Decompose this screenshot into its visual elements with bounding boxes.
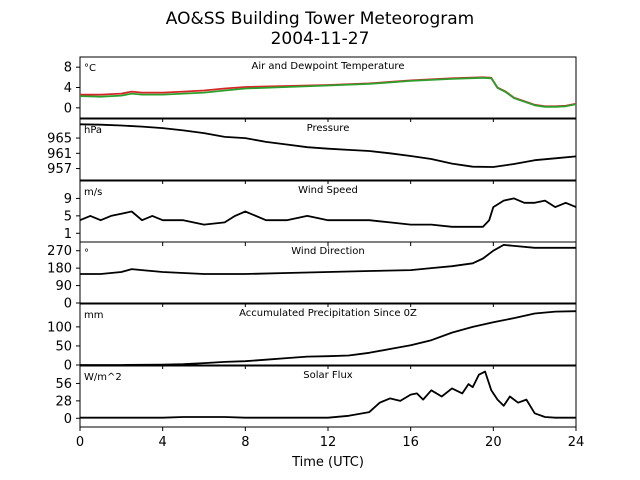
x-tick-label: 12	[320, 435, 337, 450]
y-tick-label: 8	[64, 61, 72, 76]
panel-unit-label: °C	[84, 63, 96, 74]
x-tick-label: 8	[241, 435, 249, 450]
y-tick-label: 5	[64, 209, 72, 224]
y-tick-label: 961	[47, 147, 72, 162]
y-tick-label: 0	[64, 412, 72, 427]
x-tick-label: 4	[159, 435, 167, 450]
y-tick-label: 9	[64, 192, 72, 207]
x-axis: 0 4 8 12 16 20 24	[76, 435, 584, 450]
panel-unit-label: m/s	[84, 187, 102, 198]
x-tick-label: 16	[402, 435, 419, 450]
y-tick-label: 90	[55, 279, 72, 294]
panel-title: Wind Direction	[291, 246, 365, 257]
panel-title: Solar Flux	[303, 370, 353, 381]
panel-title: Wind Speed	[298, 185, 358, 196]
y-tick-label: 0	[64, 359, 72, 374]
y-tick-label: 1	[64, 227, 72, 242]
y-tick-label: 957	[47, 162, 72, 177]
x-tick-label: 24	[568, 435, 585, 450]
panel-title: Pressure	[307, 123, 350, 134]
series-line-0	[79, 123, 577, 168]
series-line-0	[80, 244, 576, 275]
y-tick-label: 4	[64, 81, 72, 96]
y-tick-label: 0	[64, 101, 72, 116]
panel-unit-label: hPa	[84, 125, 102, 136]
panel-2: 1 5 9 m/s Wind Speed	[64, 180, 577, 246]
y-tick-label: 965	[47, 132, 72, 147]
series-line-1	[79, 76, 577, 108]
y-tick-label: 270	[47, 244, 72, 259]
panel-unit-label: °	[84, 248, 89, 259]
panel-title: Air and Dewpoint Temperature	[252, 61, 405, 72]
series-line-0	[79, 197, 577, 228]
y-tick-label: 28	[55, 394, 72, 409]
x-axis-label: Time (UTC)	[291, 455, 364, 470]
panel-unit-label: W/m^2	[84, 372, 122, 383]
panel-5: 0 28 56 W/m^2 Solar Flux	[55, 365, 577, 431]
panel-0: 0 4 8 °C Air and Dewpoint Temperature	[64, 56, 577, 122]
y-tick-label: 0	[64, 297, 72, 312]
panel-title: Accumulated Precipitation Since 0Z	[239, 308, 417, 319]
figure-title-line2: 2004-11-27	[271, 29, 370, 49]
y-tick-label: 56	[55, 377, 72, 392]
figure-title-line1: AO&SS Building Tower Meteorogram	[166, 9, 474, 29]
y-tick-label: 180	[47, 262, 72, 277]
series-line-0	[80, 370, 576, 419]
x-tick-label: 20	[485, 435, 502, 450]
series-line-0	[80, 310, 577, 366]
panel-unit-label: mm	[84, 310, 103, 321]
series-line-0	[80, 76, 577, 108]
y-tick-label: 100	[47, 320, 72, 335]
panels-group: 048 °C Air and Dewpoint Temperature9579619…	[47, 56, 577, 431]
y-tick-label: 50	[55, 339, 72, 354]
panel-3: 0 90 180 270 ° Wind Direction	[47, 241, 577, 312]
x-tick-label: 0	[76, 435, 84, 450]
panel-4: 0 50 100 mm Accumulated Precipitation Since …	[47, 303, 577, 374]
